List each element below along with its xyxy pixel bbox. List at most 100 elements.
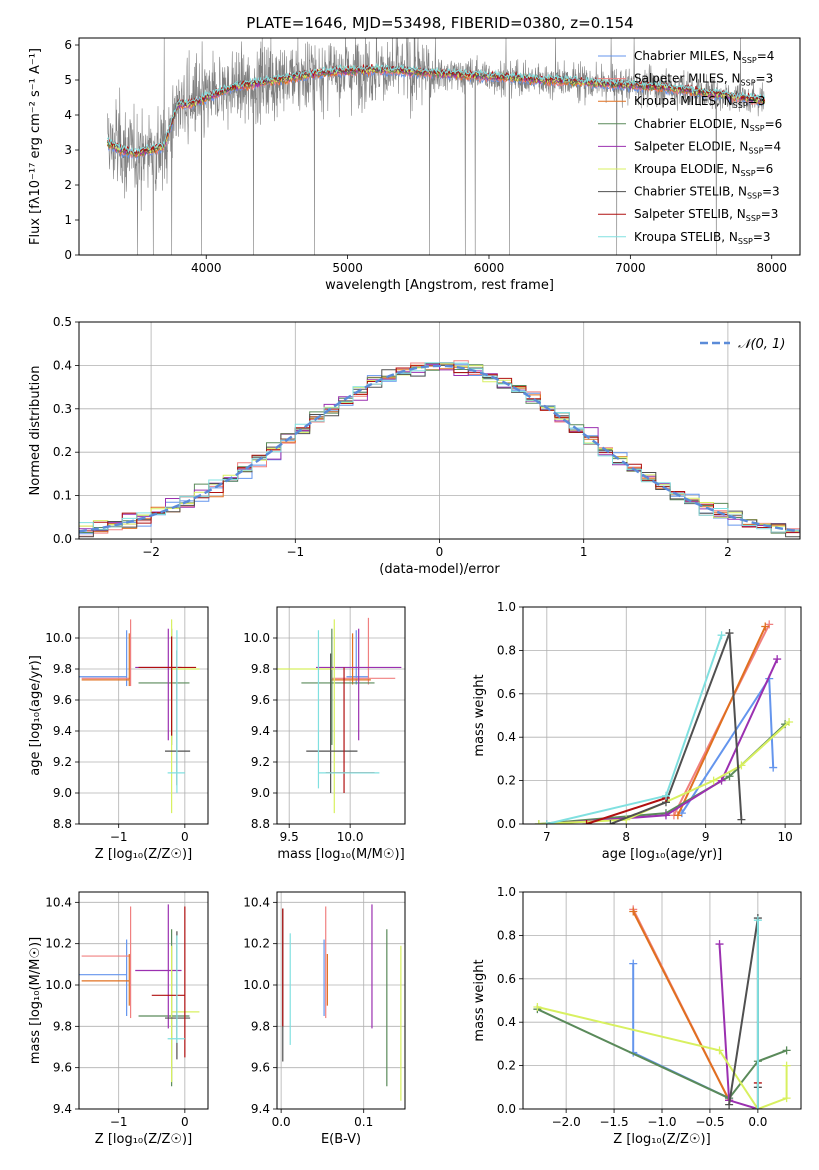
errorbar-point-9: [167, 935, 185, 1043]
x-tick-label: 0.1: [354, 1115, 373, 1129]
axes-frame: [276, 606, 406, 825]
weight-marker: [606, 820, 615, 824]
mass-vs-extinction-panel: 0.0 0.1 9.4 9.6 9.8 10.0 10.2 10.4 E(B-V): [243, 891, 406, 1147]
y-axis-label: age [log₁₀(age/yr)]: [28, 655, 43, 776]
y-axis-label: Normed distribution: [28, 366, 43, 496]
y-tick-label: 0.5: [53, 315, 72, 329]
y-axis-label: mass weight: [472, 674, 487, 756]
y-tick-label: 0.4: [497, 730, 516, 744]
errorbar-point-3: [330, 633, 371, 685]
legend-entry: Salpeter STELIB, NSSP=3: [634, 207, 778, 223]
y-tick-label: 9.0: [53, 786, 72, 800]
x-axis-label: Z [log₁₀(Z/Z☉)]: [95, 1132, 192, 1147]
legend-entry: Chabrier MILES, NSSP=4: [634, 49, 774, 65]
figure-title: PLATE=1646, MJD=53498, FIBERID=0380, z=0…: [246, 14, 633, 32]
grid: [79, 607, 208, 825]
weight-series-1: [629, 959, 734, 1103]
x-tick-label: 8000: [756, 261, 787, 275]
y-tick-label: 0.4: [53, 358, 72, 372]
y-tick-label: 1: [64, 213, 72, 227]
weight-marker: [753, 916, 762, 925]
weight-marker: [709, 776, 718, 785]
x-tick-label: 0: [181, 830, 189, 844]
plot-area: [79, 619, 200, 814]
y-tick-label: 0.6: [497, 972, 516, 986]
y-tick-label: 1.0: [497, 885, 516, 899]
weight-marker: [629, 959, 638, 968]
y-tick-label: 10.2: [45, 937, 72, 951]
errorbar-point-5: [135, 628, 182, 741]
x-axis-label: (data-model)/error: [379, 562, 500, 577]
x-tick-label: 0.0: [748, 1115, 767, 1129]
axes-frame: [522, 606, 802, 825]
y-tick-label: 3: [64, 143, 72, 157]
y-axis-label: mass [log₁₀(M/M☉)]: [28, 937, 43, 1064]
y-tick-label: 0.2: [497, 774, 516, 788]
axes-frame: [78, 891, 209, 1110]
weight-marker: [725, 1100, 734, 1109]
weight-marker: [629, 907, 638, 916]
y-tick-label: 1.0: [497, 600, 516, 614]
weight-marker: [753, 1105, 762, 1109]
y-tick-label: 0.8: [497, 928, 516, 942]
errorbar-point-3: [81, 954, 130, 1006]
axes-frame: [276, 891, 406, 1110]
errorbar-point-2: [81, 619, 132, 687]
weight-marker: [761, 622, 770, 631]
x-tick-label: 9.5: [280, 830, 299, 844]
x-axis-label: Z [log₁₀(Z/Z☉)]: [95, 847, 192, 862]
y-axis-label: mass weight: [472, 959, 487, 1041]
errorbar-point-8: [151, 906, 186, 1058]
y-tick-label: 10.4: [45, 895, 72, 909]
x-axis-label: wavelength [Angstrom, rest frame]: [325, 278, 554, 293]
x-tick-label: 10.0: [337, 830, 364, 844]
weight-marker: [673, 811, 682, 820]
y-tick-label: 9.8: [53, 1019, 72, 1033]
y-tick-label: 10.2: [243, 937, 270, 951]
axes-frame: [78, 321, 801, 540]
y-tick-label: 6: [64, 38, 72, 52]
x-axis-label: E(B-V): [321, 1132, 361, 1147]
x-tick-label: 0.0: [272, 1115, 291, 1129]
grid: [277, 892, 405, 1110]
x-tick-label: −1: [110, 830, 128, 844]
y-tick-label: 9.8: [251, 662, 270, 676]
y-tick-label: 0: [64, 248, 72, 262]
y-tick-label: 0.1: [53, 489, 72, 503]
y-tick-label: 9.6: [53, 693, 72, 707]
y-tick-label: 9.6: [251, 693, 270, 707]
y-tick-label: 4: [64, 108, 72, 122]
weight-marker: [769, 763, 778, 772]
x-tick-label: 9: [702, 830, 710, 844]
x-tick-label: −0.5: [695, 1115, 724, 1129]
legend-entry: Chabrier ELODIE, NSSP=6: [634, 117, 782, 133]
x-axis-label: Z [log₁₀(Z/Z☉)]: [613, 1132, 710, 1147]
spectrum-panel: 4000 5000 6000 7000 8000 0 1 2 3 4 5 6 wavelength [A…: [28, 37, 801, 293]
errorbar-point-4: [301, 628, 375, 745]
y-tick-label: 9.4: [251, 1102, 270, 1116]
y-tick-label: 10.0: [243, 631, 270, 645]
y-tick-label: 0.6: [497, 687, 516, 701]
plot-area: [277, 617, 402, 814]
y-tick-label: 0.4: [497, 1015, 516, 1029]
y-tick-label: 9.2: [53, 755, 72, 769]
weight-marker: [534, 820, 543, 824]
weight-series-9: [753, 916, 762, 1109]
errorbar-point-2: [331, 617, 396, 685]
x-tick-label: −2: [142, 545, 160, 559]
y-axis-label: Flux [fλ10⁻¹⁷ erg cm⁻² s⁻¹ A⁻¹]: [28, 48, 43, 245]
y-tick-label: 8.8: [53, 817, 72, 831]
plot-area: [106, 38, 766, 255]
legend-entry: Kroupa MILES, NSSP=3: [634, 94, 765, 110]
weight-marker: [773, 655, 782, 664]
legend-entry: Kroupa ELODIE, NSSP=6: [634, 162, 773, 178]
errorbar-point-5: [316, 628, 402, 741]
grid: [277, 607, 405, 825]
weight-series-7: [606, 629, 746, 824]
y-tick-label: 0.0: [497, 1102, 516, 1116]
y-tick-label: 9.4: [251, 724, 270, 738]
x-tick-label: 6000: [474, 261, 505, 275]
plot-area: [534, 620, 794, 824]
age-vs-mass-panel: 9.5 10.0 8.8 9.0 9.2 9.4 9.6 9.8 10.0 mass [log₁₀…: [243, 606, 406, 862]
